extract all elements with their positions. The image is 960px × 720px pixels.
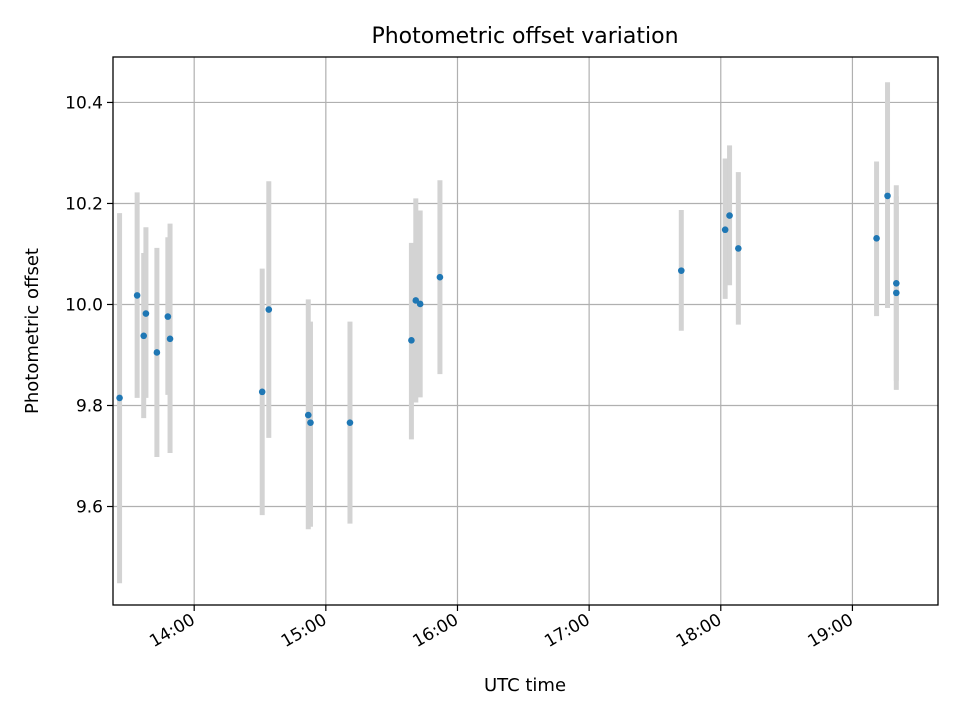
data-point <box>133 292 141 299</box>
x-tick-label: 19:00 <box>804 610 856 652</box>
x-axis-label: UTC time <box>484 675 566 696</box>
data-point <box>142 310 150 317</box>
y-tick-label: 9.6 <box>76 498 103 518</box>
data-point <box>408 337 415 344</box>
data-point <box>164 313 172 320</box>
data-point <box>726 212 733 219</box>
data-point <box>873 235 880 242</box>
x-tick-label: 15:00 <box>278 610 330 652</box>
data-point <box>140 332 148 340</box>
plot-frame <box>112 56 939 606</box>
data-point <box>893 279 900 287</box>
data-point <box>436 273 444 281</box>
x-tick-label: 17:00 <box>541 610 593 652</box>
x-tick-label: 14:00 <box>146 610 198 652</box>
data-point <box>721 226 729 234</box>
data-point <box>166 335 174 343</box>
data-point <box>893 289 900 297</box>
data-point <box>884 192 891 200</box>
x-axis-ticks: 14:00 15:00 16:00 17:00 18:00 19:00 <box>146 605 857 652</box>
data-point <box>304 411 312 419</box>
data-point <box>153 349 161 356</box>
data-point <box>416 300 424 308</box>
chart-title: Photometric offset variation <box>371 24 678 49</box>
data-point <box>307 419 314 426</box>
data-point <box>412 297 420 304</box>
x-tick-label: 18:00 <box>673 610 725 652</box>
data-point <box>265 306 273 313</box>
data-points <box>116 192 900 426</box>
data-point <box>346 419 354 426</box>
y-tick-label: 9.8 <box>76 396 103 416</box>
y-axis-label: Photometric offset <box>22 248 43 414</box>
y-tick-label: 10.2 <box>65 194 103 214</box>
x-tick-label: 16:00 <box>410 610 462 652</box>
data-point <box>735 245 742 252</box>
y-axis-ticks: 9.6 9.8 10.0 10.2 10.4 <box>65 93 113 518</box>
data-point <box>116 394 123 402</box>
y-tick-label: 10.0 <box>65 295 103 315</box>
data-point <box>258 388 266 396</box>
y-tick-label: 10.4 <box>65 93 103 113</box>
data-point <box>677 267 685 274</box>
error-bars <box>117 82 899 584</box>
grid <box>113 57 938 605</box>
